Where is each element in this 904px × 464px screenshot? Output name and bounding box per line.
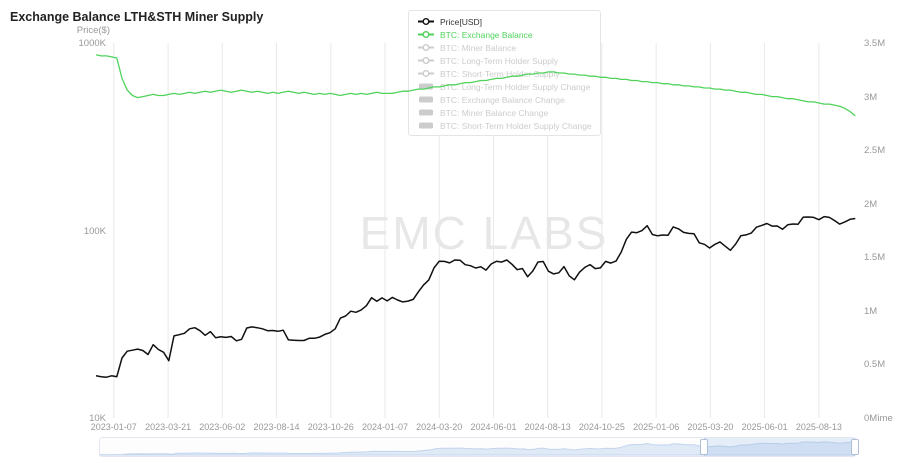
legend-line-marker-icon <box>418 31 434 38</box>
datazoom-handle-right[interactable] <box>851 439 859 455</box>
right-axis-tick: 2.5M <box>864 145 886 156</box>
legend-item[interactable]: BTC: Exchange Balance <box>417 28 592 41</box>
legend-bar-marker-icon <box>419 122 433 129</box>
x-axis-tick: 2025-06-01 <box>741 422 788 432</box>
legend-item-label: BTC: Miner Balance Change <box>440 107 549 118</box>
legend-item[interactable]: BTC: Short-Term Holder Supply <box>417 67 592 80</box>
legend-item-label: BTC: Exchange Balance <box>440 29 533 40</box>
legend-item[interactable]: BTC: Long-Term Holder Supply <box>417 54 592 67</box>
right-axis-tick: 0M <box>864 413 878 424</box>
chart-title: Exchange Balance LTH&STH Miner Supply <box>10 10 264 24</box>
legend-item[interactable]: BTC: Short-Term Holder Supply Change <box>417 119 592 132</box>
legend-item[interactable]: BTC: Miner Balance <box>417 41 592 54</box>
legend-item-label: BTC: Short-Term Holder Supply Change <box>440 120 592 131</box>
x-axis-tick: 2025-03-20 <box>687 422 734 432</box>
datazoom-handle-left[interactable] <box>700 439 708 455</box>
datazoom-window[interactable] <box>704 438 855 456</box>
legend-line-marker-icon <box>418 18 434 25</box>
datazoom-sparkline <box>100 441 855 456</box>
legend-item-label: BTC: Long-Term Holder Supply Change <box>440 81 591 92</box>
right-axis-tick: 0.5M <box>864 359 886 370</box>
left-axis-tick: 10K <box>89 413 106 424</box>
right-axis-tick: 2M <box>864 199 878 210</box>
legend-line-marker-icon <box>418 70 434 77</box>
legend-bar-marker-icon <box>419 83 433 90</box>
legend-bar-marker-icon <box>419 109 433 116</box>
legend-item-label: BTC: Short-Term Holder Supply <box>440 68 560 79</box>
x-axis-tick: 2024-01-07 <box>361 422 409 432</box>
x-axis-tick: 2024-08-13 <box>524 422 571 432</box>
x-axis-tick: 2024-10-25 <box>578 422 625 432</box>
legend-item[interactable]: BTC: Exchange Balance Change <box>417 93 592 106</box>
left-axis-tick: 1000K <box>78 38 106 49</box>
datazoom-slider[interactable] <box>99 437 859 457</box>
legend-item[interactable]: BTC: Long-Term Holder Supply Change <box>417 80 592 93</box>
legend: Price[USD] BTC: Exchange Balance BTC: Mine… <box>408 10 601 136</box>
x-axis-tick: 2023-06-02 <box>199 422 246 432</box>
x-axis-tick: 2024-03-20 <box>416 422 463 432</box>
left-axis-name: Price($) <box>76 25 110 36</box>
legend-line-marker-icon <box>418 44 434 51</box>
x-axis-tick: 2023-01-07 <box>90 422 137 432</box>
right-axis-tick: 3.5M <box>864 38 886 49</box>
left-axis-tick: 100K <box>83 226 106 237</box>
legend-item[interactable]: Price[USD] <box>417 15 592 28</box>
x-axis-tick: 2023-10-26 <box>307 422 354 432</box>
legend-item-label: BTC: Exchange Balance Change <box>440 94 565 105</box>
legend-bar-marker-icon <box>419 96 433 103</box>
x-axis-tick: 2025-01-06 <box>633 422 680 432</box>
legend-item-label: BTC: Long-Term Holder Supply <box>440 55 559 66</box>
x-axis-tick: 2025-08-13 <box>795 422 842 432</box>
x-axis-tick: 2024-06-01 <box>470 422 517 432</box>
right-axis-tick: 1M <box>864 306 878 317</box>
legend-item-label: Price[USD] <box>440 16 483 27</box>
right-axis-tick: 3M <box>864 92 878 103</box>
x-axis-name: Time <box>872 413 893 424</box>
legend-line-marker-icon <box>418 57 434 64</box>
x-axis-tick: 2023-08-14 <box>253 422 300 432</box>
x-axis-tick: 2023-03-21 <box>145 422 192 432</box>
right-axis-tick: 1.5M <box>864 252 886 263</box>
legend-item-label: BTC: Miner Balance <box>440 42 517 53</box>
legend-item[interactable]: BTC: Miner Balance Change <box>417 106 592 119</box>
